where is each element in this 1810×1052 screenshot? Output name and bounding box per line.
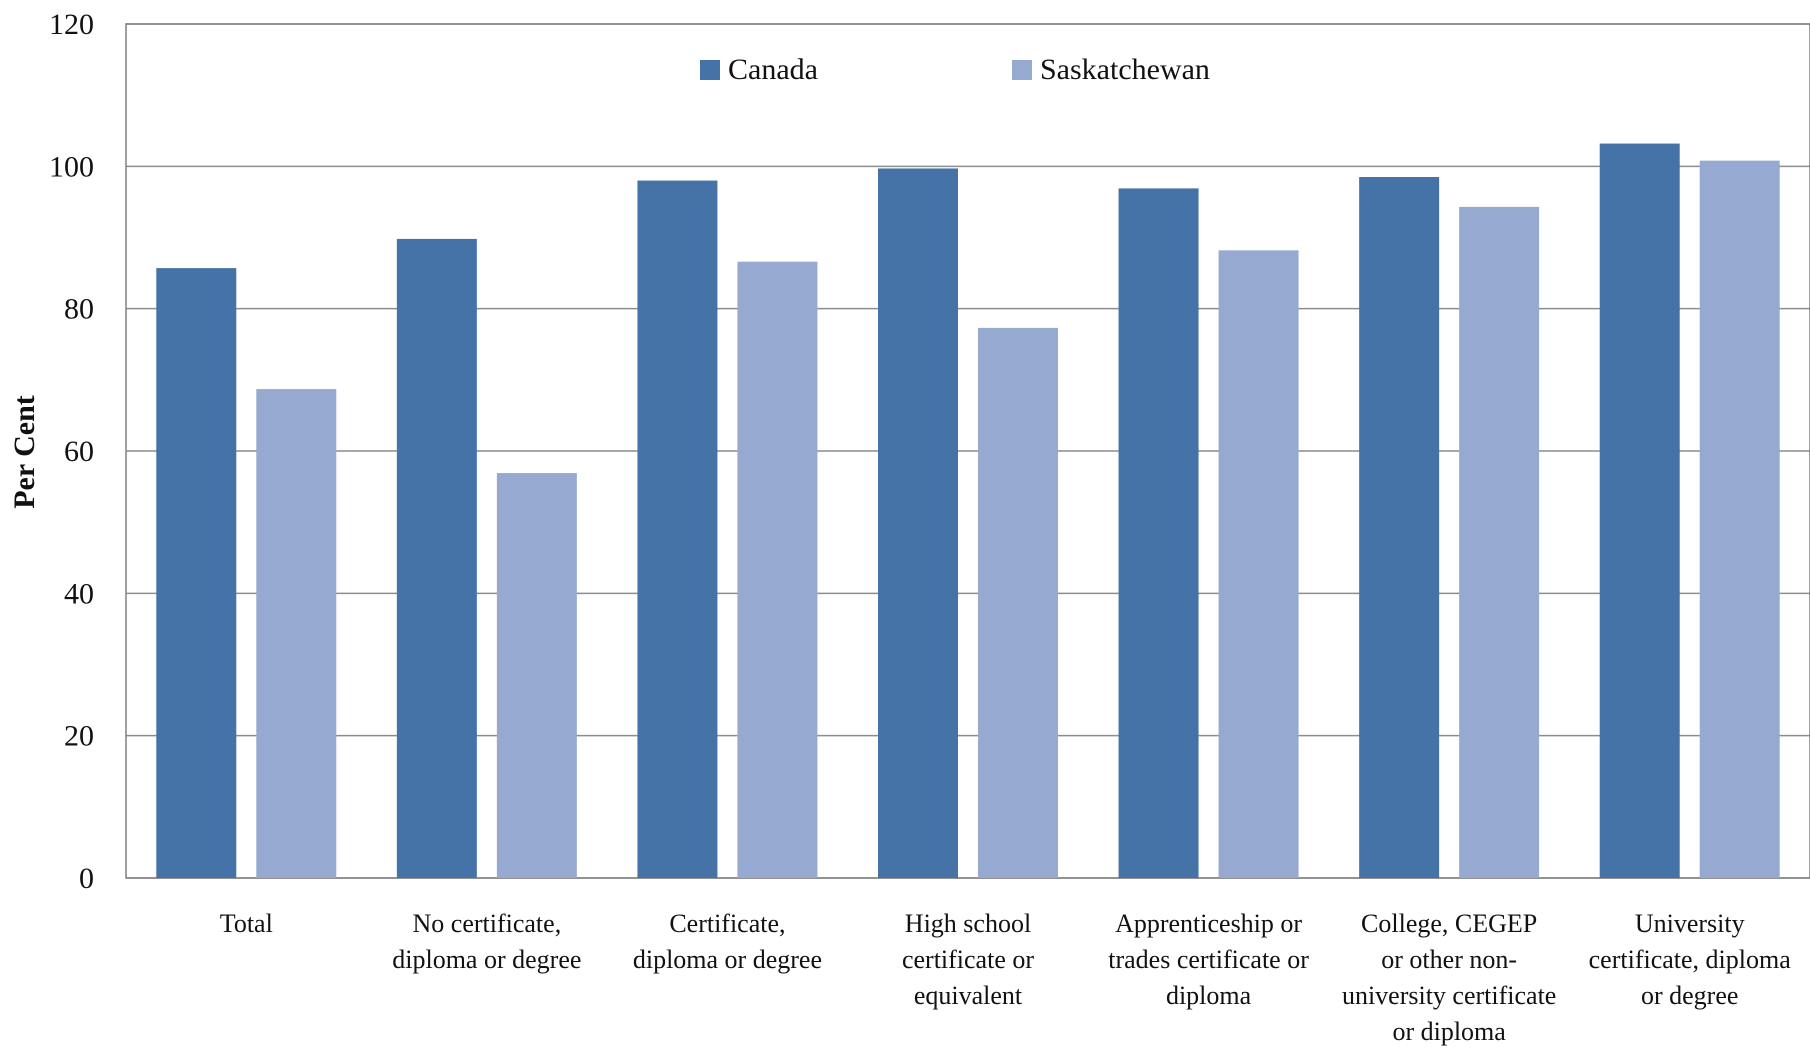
bar-saskatchewan-6 (1699, 160, 1780, 878)
bar-saskatchewan-0 (256, 389, 337, 878)
x-tick-label: Apprenticeship or trades certificate or di… (1108, 909, 1309, 1010)
x-tick-label: No certificate, diploma or degree (392, 909, 581, 974)
y-tick-label: 80 (64, 293, 94, 326)
bar-saskatchewan-2 (737, 261, 818, 878)
x-tick-label: College, CEGEP or other non-university ce… (1342, 909, 1556, 1046)
y-tick-label: 20 (64, 720, 94, 753)
bar-saskatchewan-1 (496, 473, 577, 878)
legend-swatch-canada (700, 60, 720, 80)
bar-canada-3 (878, 168, 958, 879)
legend-swatch-saskatchewan (1012, 60, 1032, 80)
y-tick-label: 100 (49, 150, 94, 183)
y-tick-label: 0 (79, 862, 94, 895)
bar-saskatchewan-3 (978, 327, 1058, 878)
bar-canada-2 (637, 180, 718, 879)
bar-canada-5 (1359, 177, 1440, 879)
x-tick-label: High school certificate or equivalent (902, 909, 1034, 1010)
bar-canada-6 (1599, 143, 1680, 878)
bar-saskatchewan-5 (1459, 206, 1540, 879)
bar-canada-1 (396, 238, 477, 878)
y-tick-label: 60 (64, 435, 94, 468)
y-axis-label: Per Cent (8, 395, 41, 509)
y-tick-label: 40 (64, 577, 94, 610)
x-tick-label: Total (220, 909, 273, 938)
bar-saskatchewan-4 (1218, 250, 1299, 878)
x-tick-label: Certificate, diploma or degree (633, 909, 822, 974)
x-tick-label: University certificate, diploma or degree (1589, 909, 1792, 1010)
y-tick-label: 120 (49, 8, 94, 41)
plot-area-frame (125, 23, 1810, 879)
bar-canada-0 (156, 268, 237, 878)
legend-label-saskatchewan: Saskatchewan (1040, 53, 1210, 86)
legend-label-canada: Canada (728, 53, 818, 86)
bar-canada-4 (1118, 188, 1199, 878)
